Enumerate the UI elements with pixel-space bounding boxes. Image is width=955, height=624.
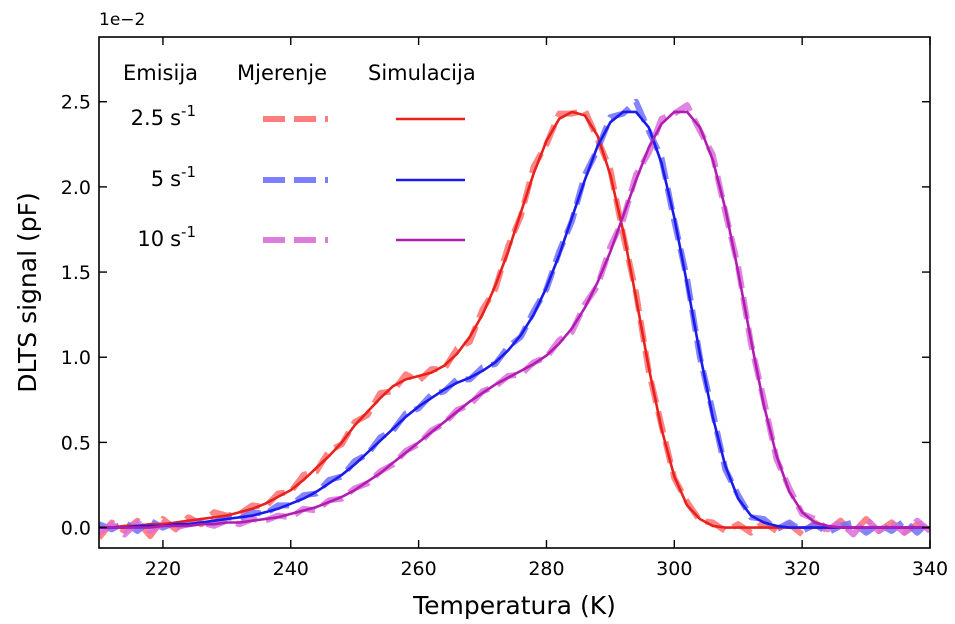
x-tick-label: 280 — [528, 558, 564, 580]
legend-emission-value: 5 — [151, 167, 164, 191]
measured-line-0 — [99, 107, 930, 540]
axes-layer: 220 240 260 280 300 320 340 0.0 0.5 1.0 1.5 2.0 2.5 1… — [13, 10, 948, 620]
legend-emission-unit: s — [170, 106, 181, 130]
x-tick-label: 220 — [145, 558, 181, 580]
y-tick-label: 2.5 — [61, 92, 91, 114]
simulated-line-2 — [99, 110, 930, 529]
y-axis-title: DLTS signal (pF) — [13, 192, 42, 392]
x-tick-label: 260 — [400, 558, 436, 580]
series-layer — [99, 98, 930, 540]
legend-header: Simulacija — [368, 61, 476, 85]
legend-emission-sup: -1 — [181, 223, 196, 241]
legend-emission-unit: s — [170, 227, 181, 251]
legend-emission-value: 2.5 — [131, 106, 164, 130]
simulated-line-0 — [99, 110, 930, 529]
y-tick-label: 1.5 — [61, 262, 91, 284]
y-tick-label: 1.0 — [61, 347, 91, 369]
legend-emission-value: 10 — [137, 227, 164, 251]
x-axis-title: Temperatura (K) — [412, 591, 616, 620]
x-tick-label: 340 — [912, 558, 948, 580]
legend-emission-label: 10 s-1 — [137, 223, 196, 251]
x-tick-label: 300 — [656, 558, 692, 580]
legend-header: Mjerenje — [237, 61, 327, 85]
y-tick-label: 0.5 — [61, 432, 91, 454]
legend-header: Emisija — [123, 61, 198, 85]
legend-emission-label: 5 s-1 — [151, 163, 196, 191]
measured-line-1 — [99, 98, 930, 536]
simulated-line-1 — [99, 110, 930, 529]
y-tick-label: 0.0 — [61, 518, 91, 540]
measured-line-2 — [99, 102, 930, 538]
legend-emission-unit: s — [170, 167, 181, 191]
x-tick-label: 240 — [273, 558, 309, 580]
x-tick-label: 320 — [784, 558, 820, 580]
plot-frame — [98, 36, 931, 549]
legend-emission-sup: -1 — [181, 102, 196, 120]
y-multiplier: 1e−2 — [99, 10, 145, 30]
legend-emission-sup: -1 — [181, 163, 196, 181]
legend-emission-label: 2.5 s-1 — [131, 102, 196, 130]
y-tick-label: 2.0 — [61, 177, 91, 199]
